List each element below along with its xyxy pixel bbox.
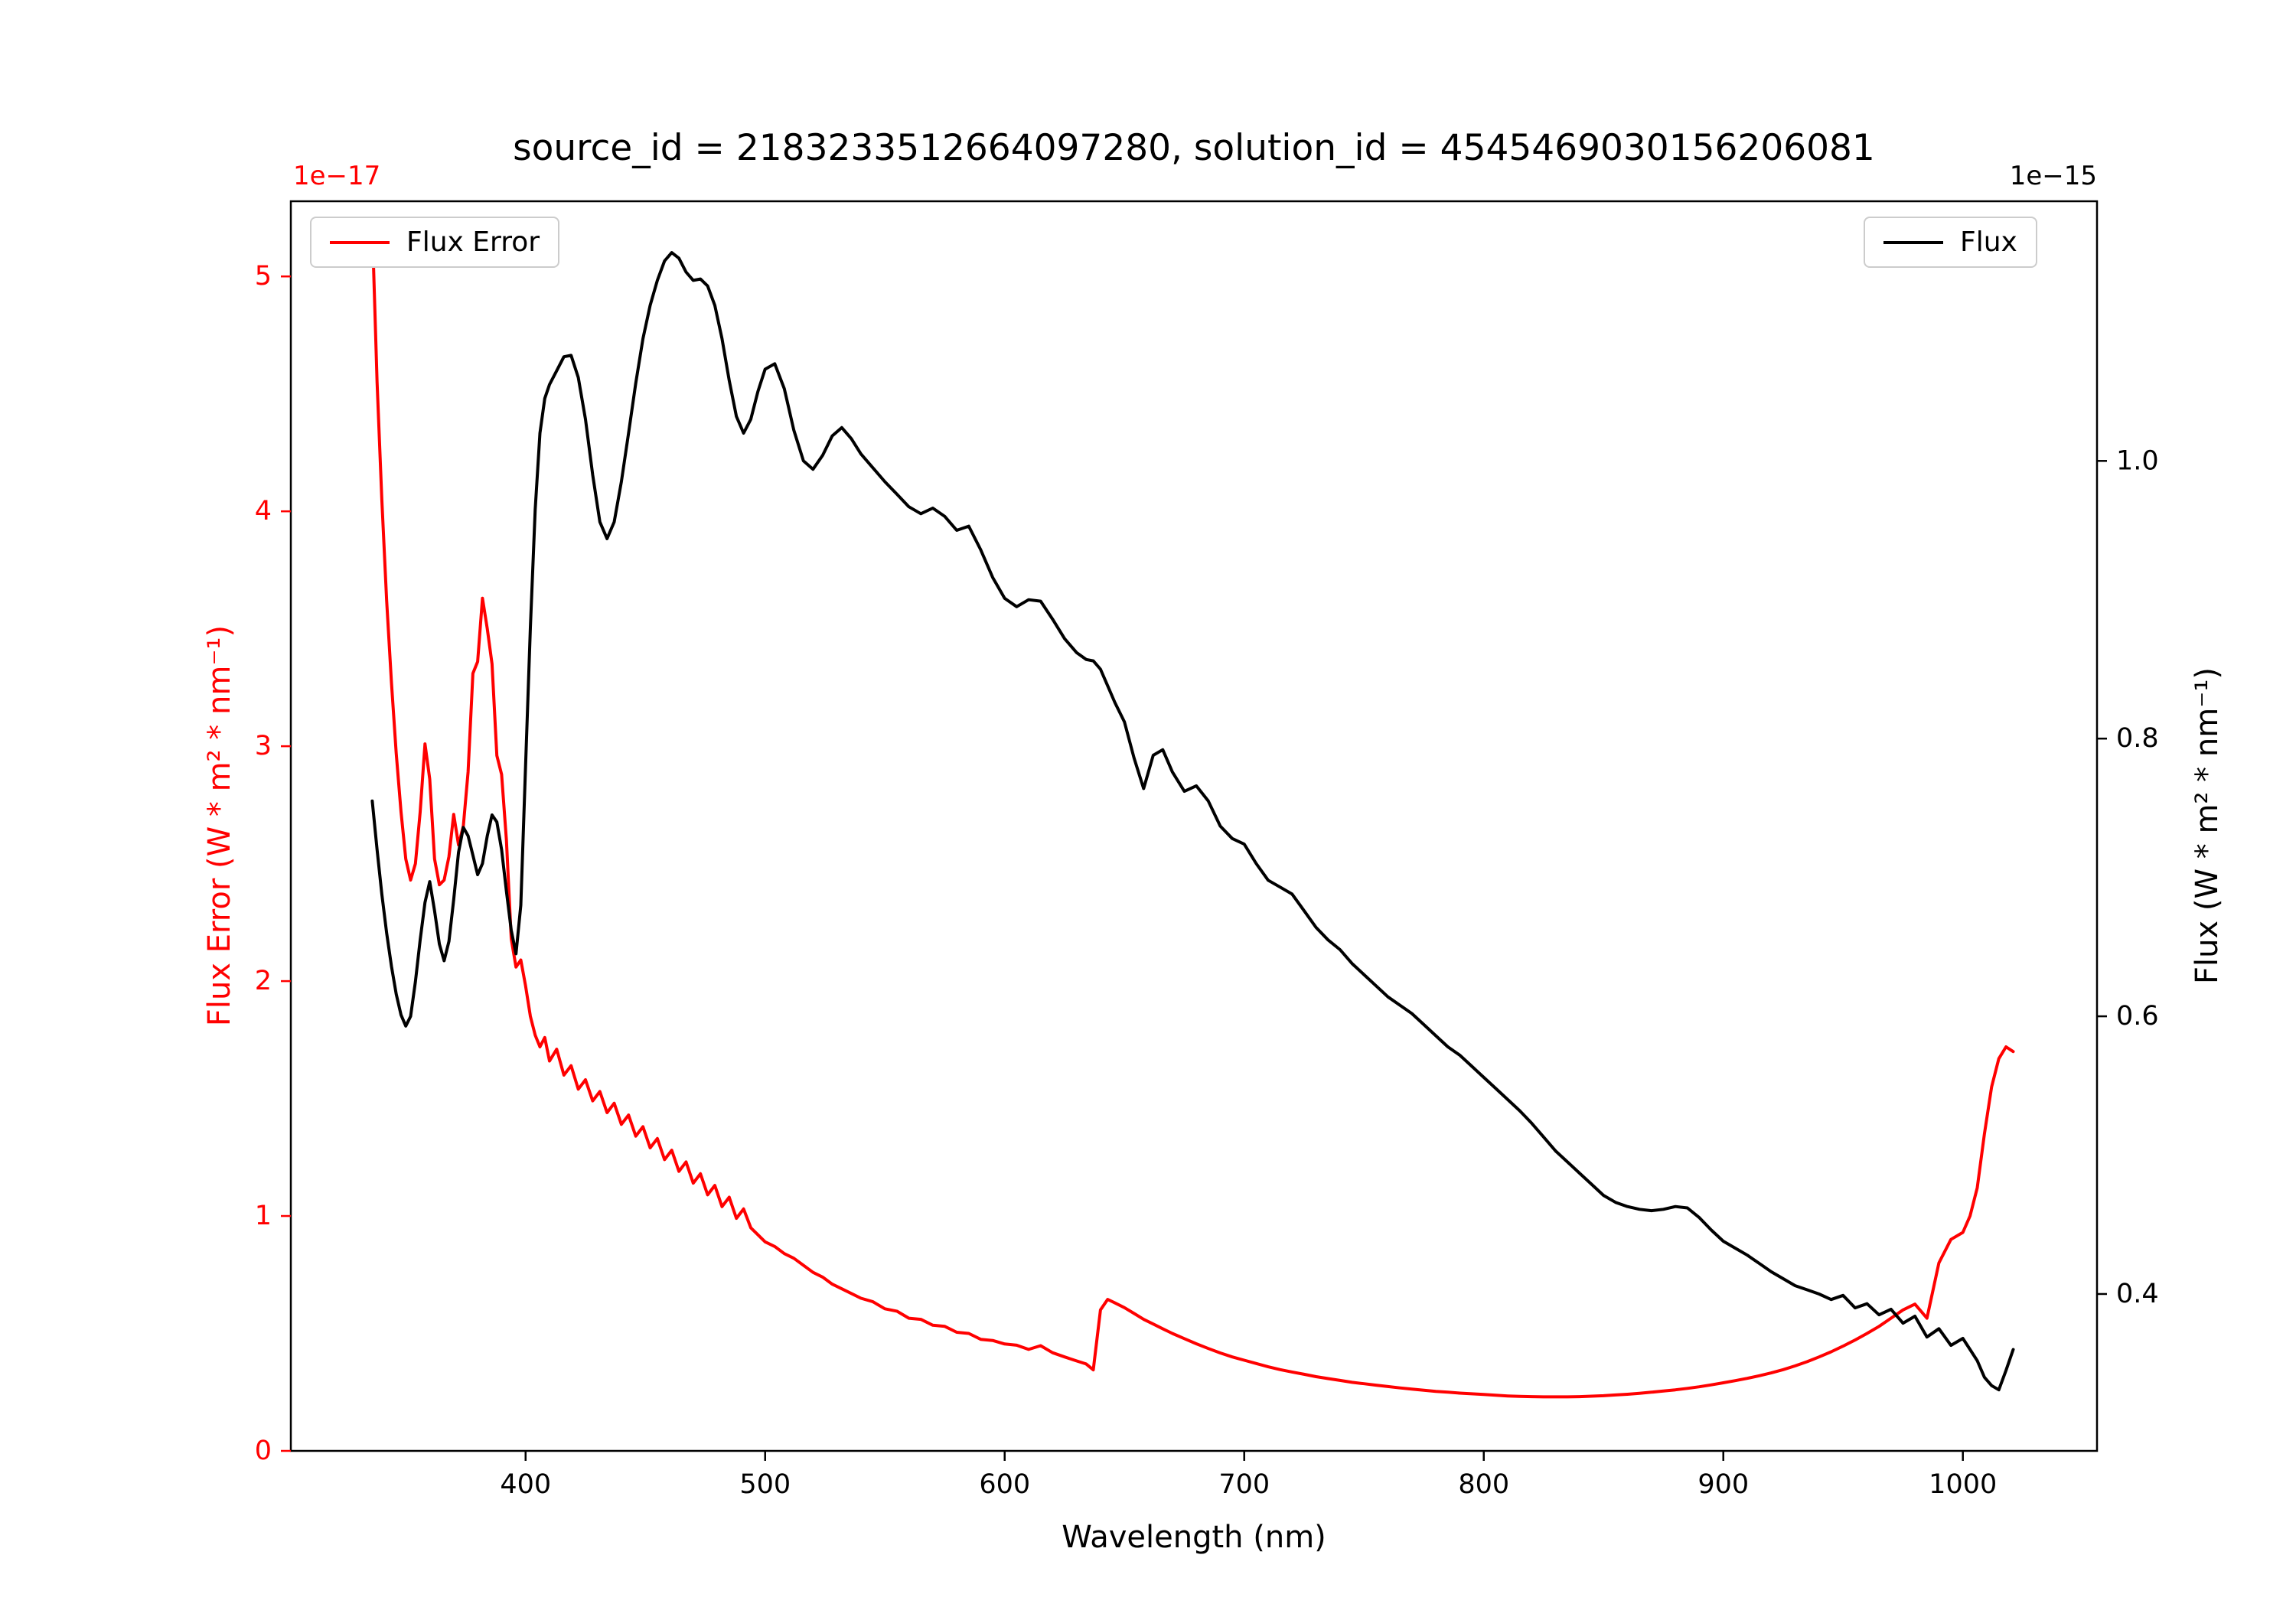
x-tick-label: 600 — [979, 1469, 1030, 1500]
right-axis-offset-text: 1e−15 — [2009, 161, 2097, 191]
x-tick-label: 700 — [1218, 1469, 1270, 1500]
flux-error-legend-label: Flux Error — [406, 227, 540, 258]
axes-frame — [289, 200, 2099, 1452]
legend-flux-error: Flux Error — [310, 217, 560, 268]
left-axis-offset-text: 1e−17 — [293, 161, 381, 191]
x-tick-label: 1000 — [1929, 1469, 1997, 1500]
plot-title: source_id = 2183233512664097280, solutio… — [513, 127, 1875, 169]
x-tick-label: 800 — [1458, 1469, 1509, 1500]
flux-line — [370, 251, 2015, 1392]
right-y-axis-label: Flux (W * m² * nm⁻¹) — [2190, 667, 2225, 984]
flux-error-line — [370, 223, 2015, 1399]
x-tick-label: 400 — [500, 1469, 551, 1500]
left-y-tick-label: 3 — [255, 731, 272, 761]
left-y-axis-label: Flux Error (W * m² * nm⁻¹) — [202, 624, 237, 1027]
legend-flux: Flux — [1864, 217, 2037, 268]
right-y-tick-label: 0.8 — [2116, 723, 2159, 754]
x-tick-label: 500 — [739, 1469, 791, 1500]
left-y-tick-label: 4 — [255, 496, 272, 526]
right-y-tick-label: 0.4 — [2116, 1279, 2159, 1309]
left-y-tick-label: 2 — [255, 966, 272, 996]
flux-legend-line-icon — [1883, 240, 1943, 244]
x-tick-label: 900 — [1698, 1469, 1749, 1500]
left-y-tick-label: 1 — [255, 1201, 272, 1231]
x-axis-label: Wavelength (nm) — [1062, 1520, 1326, 1555]
left-y-tick-label: 0 — [255, 1436, 272, 1466]
right-y-tick-label: 1.0 — [2116, 445, 2159, 476]
flux-legend-label: Flux — [1960, 227, 2017, 258]
left-y-tick-label: 5 — [255, 261, 272, 292]
flux-error-legend-line-icon — [330, 240, 390, 244]
right-y-tick-label: 0.6 — [2116, 1001, 2159, 1032]
